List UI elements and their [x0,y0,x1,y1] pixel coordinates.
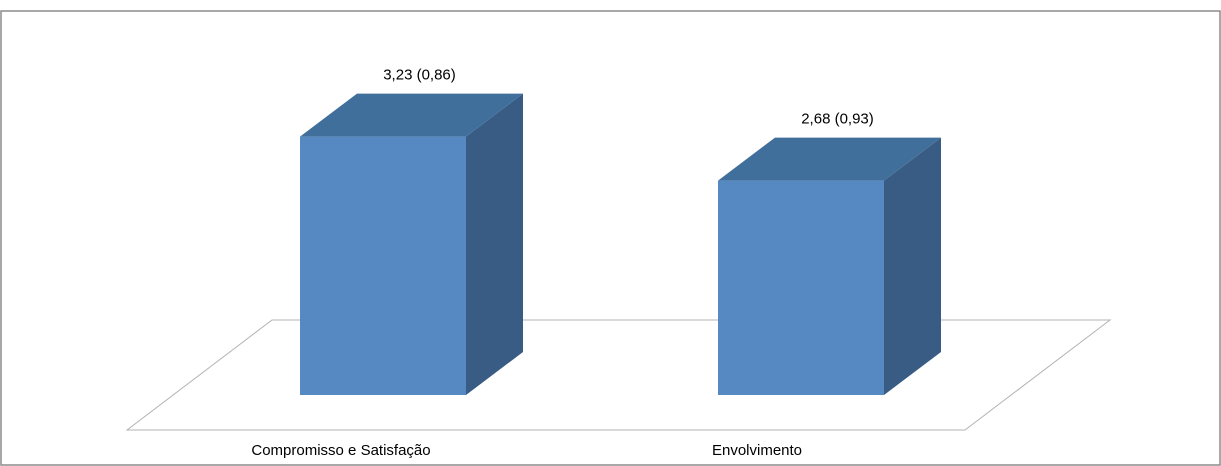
chart-floor [125,319,1112,431]
bar-side-face [466,93,523,395]
x-tick-label: Compromisso e Satisfação [251,442,430,459]
bar-top-face [300,93,523,137]
data-label: 2,68 (0,93) [801,111,874,128]
data-label: 3,23 (0,86) [383,67,456,84]
labels-layer: 3,23 (0,86) Compromisso e Satisfação 2,68 … [251,67,873,459]
bar-side-face [884,137,941,395]
bar-2 [718,137,941,395]
bar-front-face [300,136,466,395]
x-tick-label: Envolvimento [712,442,802,459]
bars-layer [300,93,941,395]
bar-front-face [718,180,884,395]
bar-top-face [718,137,941,181]
bar-1 [300,93,523,395]
